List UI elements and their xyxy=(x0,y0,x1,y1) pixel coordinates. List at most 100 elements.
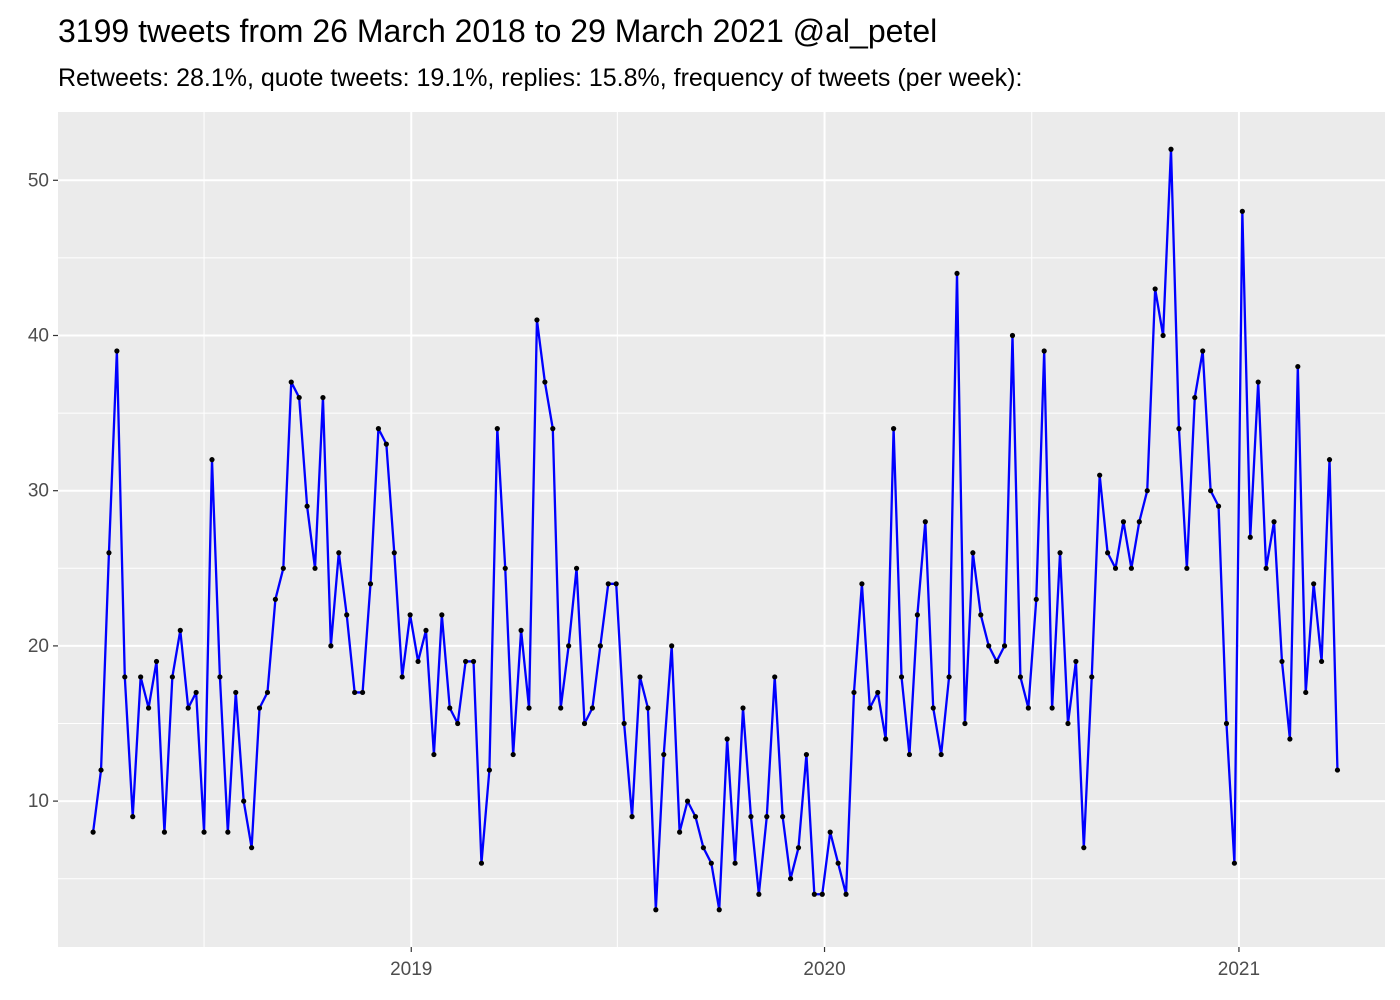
data-point xyxy=(962,720,968,727)
data-point xyxy=(1120,519,1127,525)
data-point xyxy=(859,581,865,587)
data-point xyxy=(367,581,374,587)
data-point xyxy=(1303,689,1309,696)
y-tick-label: 10 xyxy=(28,791,49,812)
data-point xyxy=(938,751,944,758)
data-point xyxy=(724,736,730,742)
minor-gridlines xyxy=(58,112,1385,947)
data-point xyxy=(898,674,905,680)
data-point xyxy=(787,876,794,882)
data-point xyxy=(90,829,96,835)
data-point xyxy=(835,860,841,866)
series-layer xyxy=(90,146,1341,913)
data-point xyxy=(684,798,691,804)
data-point xyxy=(1097,472,1103,478)
data-point xyxy=(1231,860,1238,866)
data-point xyxy=(1144,488,1150,494)
data-point xyxy=(1215,503,1222,509)
data-point xyxy=(217,674,223,680)
data-point xyxy=(98,767,104,773)
data-point xyxy=(494,426,500,432)
x-tick-label: 2021 xyxy=(1218,959,1260,980)
data-point xyxy=(1311,581,1317,587)
data-point xyxy=(431,751,437,758)
data-point xyxy=(1287,736,1293,742)
x-tick-label: 2019 xyxy=(390,959,432,980)
data-point xyxy=(225,829,231,835)
data-point xyxy=(922,519,928,525)
data-point xyxy=(597,643,603,649)
data-point xyxy=(843,891,849,897)
data-point xyxy=(463,658,469,665)
data-point xyxy=(914,612,920,618)
series-line xyxy=(91,148,1339,911)
data-point xyxy=(669,643,675,649)
data-point xyxy=(558,705,564,711)
data-point xyxy=(1009,332,1016,339)
data-point xyxy=(177,627,183,633)
data-point xyxy=(891,426,897,432)
data-point xyxy=(613,581,619,587)
data-point xyxy=(415,658,421,665)
data-point xyxy=(296,394,302,401)
data-point xyxy=(478,860,485,866)
data-point xyxy=(851,689,857,696)
data-point xyxy=(867,705,873,711)
data-point xyxy=(621,720,627,727)
data-point xyxy=(906,751,913,758)
x-axis: 2019 2020 2021 xyxy=(390,959,1260,980)
data-point xyxy=(193,689,199,696)
data-point xyxy=(605,581,611,587)
data-point xyxy=(978,612,984,618)
data-point xyxy=(1136,519,1142,525)
data-point xyxy=(280,565,286,571)
data-point xyxy=(1001,643,1008,649)
data-point xyxy=(1263,565,1269,571)
data-point xyxy=(114,348,120,354)
data-point xyxy=(566,643,572,649)
data-point xyxy=(383,441,389,447)
data-point xyxy=(526,705,532,711)
data-point xyxy=(819,891,825,897)
data-point xyxy=(1112,565,1119,571)
data-point xyxy=(986,643,992,649)
data-point xyxy=(106,550,112,556)
data-point xyxy=(138,674,144,680)
data-point xyxy=(185,705,191,711)
data-point xyxy=(470,658,477,665)
data-point xyxy=(439,612,445,618)
y-tick-label: 20 xyxy=(28,636,49,657)
data-point xyxy=(455,720,461,727)
data-point xyxy=(1295,363,1301,370)
data-point xyxy=(1318,658,1325,665)
data-point xyxy=(946,674,952,680)
data-point xyxy=(875,689,881,696)
data-point xyxy=(320,394,326,401)
data-point xyxy=(1105,550,1111,556)
data-point xyxy=(573,565,580,571)
data-point xyxy=(399,674,405,680)
data-point xyxy=(249,845,255,851)
data-point xyxy=(336,550,342,556)
data-point xyxy=(486,767,492,773)
data-point xyxy=(201,829,207,835)
data-point xyxy=(883,736,889,742)
data-point xyxy=(764,814,770,820)
data-point xyxy=(589,705,596,711)
chart-subtitle: Retweets: 28.1%, quote tweets: 19.1%, re… xyxy=(58,64,1023,92)
data-point xyxy=(542,379,548,385)
data-point xyxy=(708,860,714,866)
data-point xyxy=(264,689,271,696)
data-point xyxy=(304,503,310,509)
data-point xyxy=(645,705,651,711)
data-point xyxy=(169,674,175,680)
data-point xyxy=(1326,457,1333,463)
data-point xyxy=(1334,767,1341,773)
data-point xyxy=(1128,565,1134,571)
data-point xyxy=(256,705,263,711)
data-point xyxy=(1081,845,1087,851)
data-point xyxy=(1057,550,1063,556)
data-point xyxy=(748,814,754,820)
data-point xyxy=(1017,674,1024,680)
